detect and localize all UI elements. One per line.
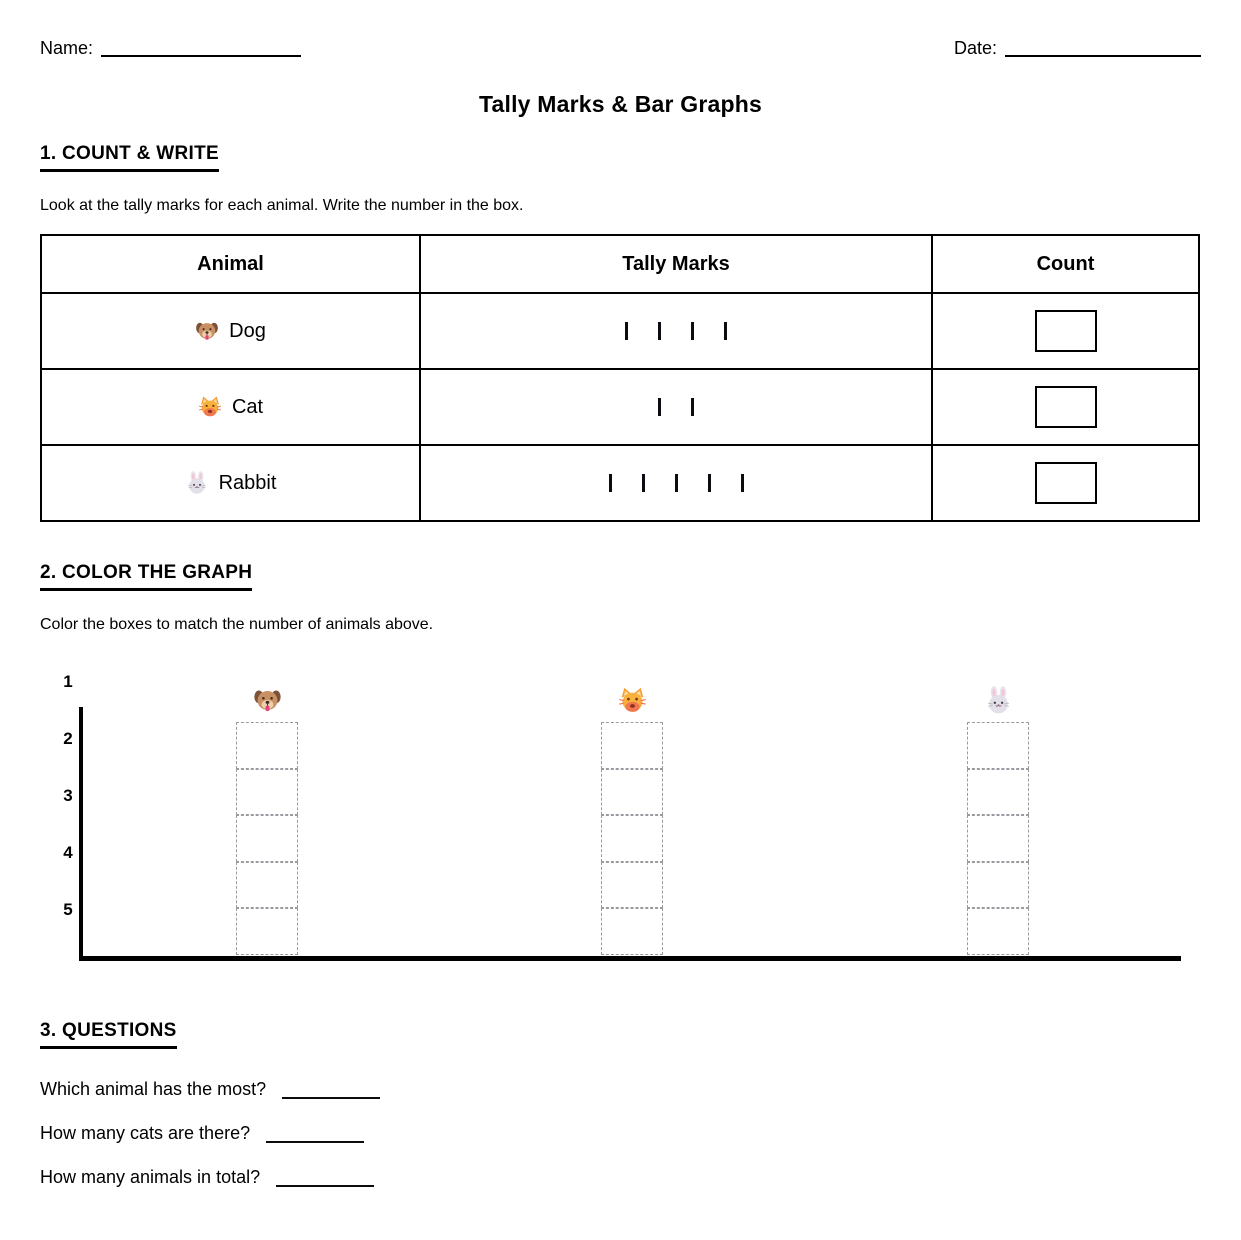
animal-cell-inner: Rabbit bbox=[42, 471, 419, 495]
name-blank-line[interactable] bbox=[101, 41, 302, 57]
y-axis-tick-label: 4 bbox=[63, 843, 73, 862]
tally-marks-group bbox=[421, 322, 931, 340]
tally-marks-cell bbox=[419, 444, 933, 522]
cat-emoji-icon bbox=[618, 686, 647, 715]
y-axis-tick-label: 1 bbox=[63, 672, 73, 691]
answer-blank-line[interactable] bbox=[276, 1171, 375, 1187]
tally-mark bbox=[740, 474, 744, 492]
graph-column-rabbit bbox=[967, 686, 1029, 955]
tally-mark bbox=[691, 398, 694, 416]
colorable-grid-box[interactable] bbox=[967, 908, 1029, 955]
animal-cell: Cat bbox=[40, 368, 421, 446]
count-answer-box[interactable] bbox=[1034, 310, 1097, 352]
section1-heading: 1. COUNT & WRITE bbox=[40, 143, 219, 172]
tally-mark bbox=[625, 322, 628, 340]
tally-marks-group bbox=[421, 474, 931, 492]
dog-emoji-icon bbox=[253, 686, 282, 715]
colorable-grid-box[interactable] bbox=[236, 722, 298, 769]
colorable-grid-box[interactable] bbox=[601, 768, 663, 816]
section3-heading: 3. QUESTIONS bbox=[40, 1020, 177, 1049]
colorable-grid-box[interactable] bbox=[601, 815, 663, 862]
colorable-grid-box[interactable] bbox=[967, 861, 1029, 909]
colorable-grid-box[interactable] bbox=[967, 722, 1029, 769]
table-row: Rabbit bbox=[40, 444, 1200, 522]
animal-cell: Dog bbox=[40, 292, 421, 370]
column-header-animal: Animal bbox=[40, 234, 421, 294]
graph-column-cat bbox=[601, 686, 663, 955]
question-row: Which animal has the most? bbox=[40, 1079, 1201, 1100]
table-row: Cat bbox=[40, 368, 1200, 446]
section2-heading: 2. COLOR THE GRAPH bbox=[40, 562, 253, 591]
name-label: Name: bbox=[40, 38, 94, 58]
colorable-grid-box[interactable] bbox=[236, 768, 298, 816]
column-header-count: Count bbox=[931, 234, 1200, 294]
question-text: Which animal has the most? bbox=[40, 1079, 267, 1099]
tally-mark bbox=[658, 398, 661, 416]
tally-mark bbox=[608, 474, 612, 492]
tally-table: Animal Tally Marks Count Dog Cat Rabbit bbox=[40, 234, 1200, 522]
y-axis-tick-label: 5 bbox=[63, 900, 73, 919]
graph-column-boxes bbox=[601, 722, 663, 955]
count-cell bbox=[931, 368, 1200, 446]
questions-list: Which animal has the most? How many cats … bbox=[40, 1079, 1201, 1188]
tally-marks-cell bbox=[419, 292, 933, 370]
y-axis-tick-label: 3 bbox=[63, 786, 73, 805]
answer-blank-line[interactable] bbox=[266, 1127, 365, 1143]
animal-name-label: Rabbit bbox=[218, 471, 277, 494]
tally-mark bbox=[641, 474, 645, 492]
rabbit-emoji-icon bbox=[984, 686, 1013, 715]
page-title: Tally Marks & Bar Graphs bbox=[478, 91, 763, 117]
colorable-grid-box[interactable] bbox=[236, 861, 298, 909]
tally-mark bbox=[724, 322, 727, 340]
bar-graph: 1 2 3 4 5 bbox=[40, 662, 1201, 964]
graph-column-dog bbox=[236, 686, 298, 955]
animal-name-label: Cat bbox=[231, 395, 264, 418]
name-field-group: Name: bbox=[40, 38, 302, 59]
question-row: How many animals in total? bbox=[40, 1167, 1201, 1188]
animal-name-label: Dog bbox=[229, 319, 266, 342]
colorable-grid-box[interactable] bbox=[601, 722, 663, 769]
date-label: Date: bbox=[953, 38, 997, 58]
question-text: How many animals in total? bbox=[40, 1167, 261, 1187]
tally-mark bbox=[658, 322, 661, 340]
colorable-grid-box[interactable] bbox=[236, 908, 298, 955]
animal-cell-inner: Dog bbox=[42, 319, 419, 343]
section2-instruction: Color the boxes to match the number of a… bbox=[40, 616, 434, 633]
graph-column-boxes bbox=[967, 722, 1029, 955]
count-cell bbox=[931, 292, 1200, 370]
tally-mark bbox=[691, 322, 694, 340]
colorable-grid-box[interactable] bbox=[236, 815, 298, 862]
table-header-row: Animal Tally Marks Count bbox=[40, 234, 1200, 294]
tally-mark bbox=[707, 474, 711, 492]
colorable-grid-box[interactable] bbox=[601, 908, 663, 955]
colorable-grid-box[interactable] bbox=[967, 815, 1029, 862]
tally-marks-group bbox=[421, 398, 931, 416]
graph-x-axis bbox=[79, 956, 1181, 961]
question-row: How many cats are there? bbox=[40, 1123, 1201, 1144]
column-header-tally-marks: Tally Marks bbox=[419, 234, 933, 294]
answer-blank-line[interactable] bbox=[282, 1083, 381, 1099]
y-axis-tick-label: 2 bbox=[63, 729, 73, 748]
rabbit-emoji-icon bbox=[185, 471, 209, 495]
animal-cell: Rabbit bbox=[40, 444, 421, 522]
animal-cell-inner: Cat bbox=[42, 395, 419, 419]
count-cell bbox=[931, 444, 1200, 522]
dog-emoji-icon bbox=[195, 319, 219, 343]
date-field-group: Date: bbox=[954, 38, 1201, 59]
cat-emoji-icon bbox=[198, 395, 222, 419]
question-text: How many cats are there? bbox=[40, 1123, 251, 1143]
table-row: Dog bbox=[40, 292, 1200, 370]
date-blank-line[interactable] bbox=[1005, 41, 1201, 57]
graph-y-axis bbox=[79, 707, 83, 959]
colorable-grid-box[interactable] bbox=[967, 768, 1029, 816]
section1-instruction: Look at the tally marks for each animal.… bbox=[40, 197, 524, 214]
tally-mark bbox=[674, 474, 678, 492]
count-answer-box[interactable] bbox=[1034, 386, 1097, 428]
colorable-grid-box[interactable] bbox=[601, 861, 663, 909]
count-answer-box[interactable] bbox=[1034, 462, 1097, 504]
header-row: Name: Date: bbox=[40, 38, 1201, 59]
graph-column-boxes bbox=[236, 722, 298, 955]
tally-marks-cell bbox=[419, 368, 933, 446]
